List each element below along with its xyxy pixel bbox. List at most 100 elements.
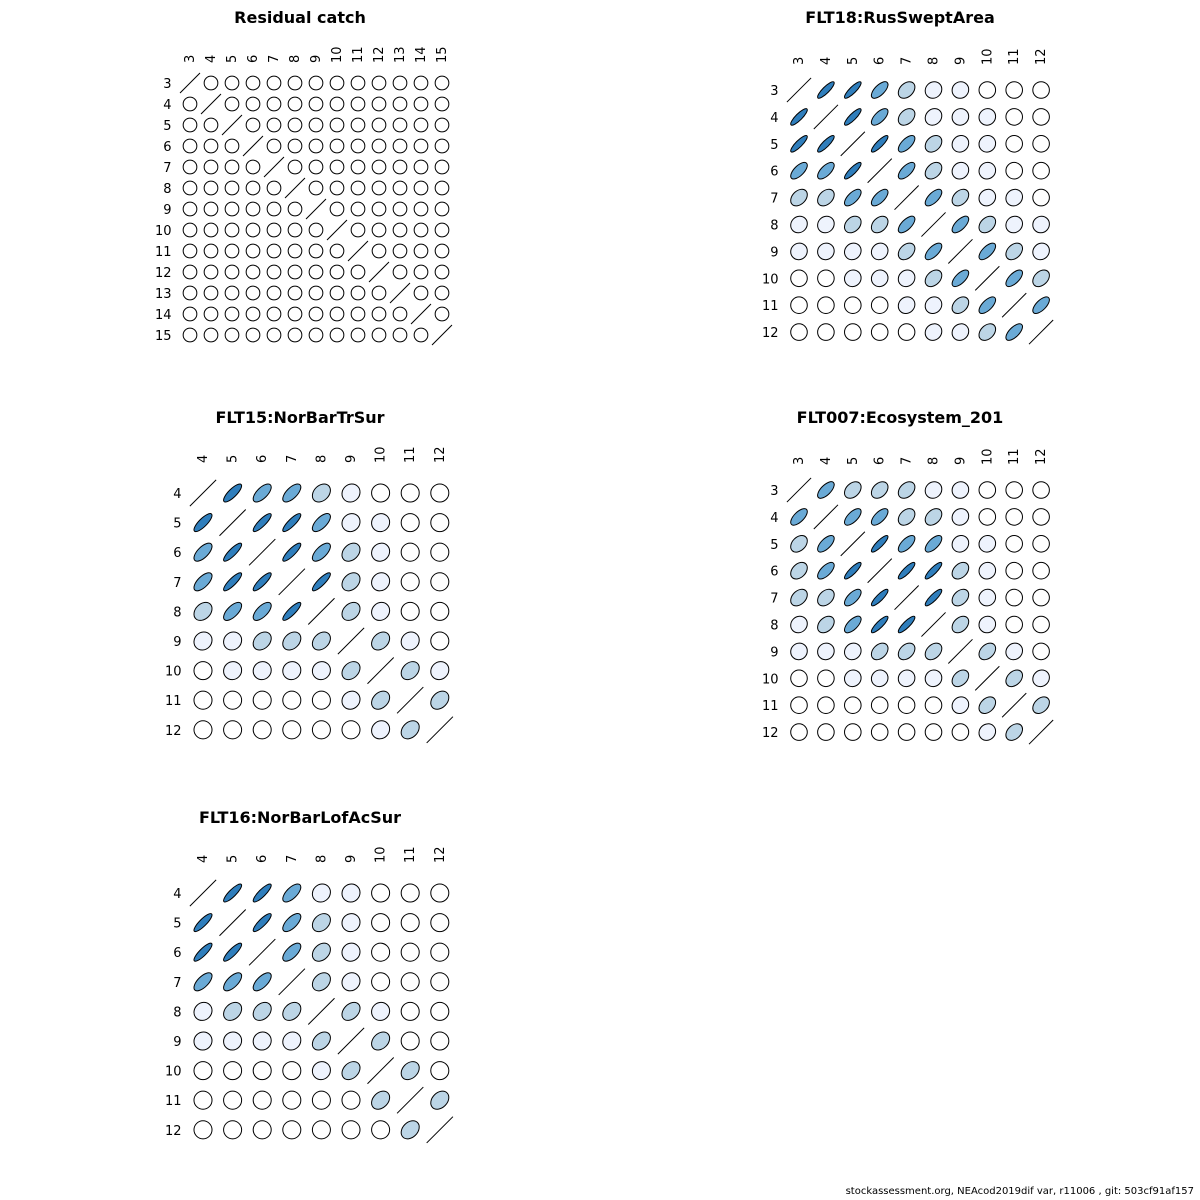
correlation-ellipse (182, 285, 198, 301)
correlation-ellipse (430, 1001, 450, 1021)
diagonal-mark (786, 477, 812, 503)
panel-title: FLT15:NorBarTrSur (215, 408, 384, 427)
correlation-ellipse (371, 913, 391, 933)
correlation-ellipse (844, 508, 862, 526)
correlation-ellipse (844, 81, 862, 99)
correlation-ellipse (430, 1090, 450, 1110)
diagonal-mark (337, 1027, 365, 1055)
correlation-ellipse (182, 243, 198, 259)
column-tick-label: 11 (1007, 48, 1022, 65)
column-tick-label: 12 (433, 846, 448, 863)
correlation-ellipse (224, 138, 240, 154)
correlation-ellipse (311, 720, 331, 740)
correlation-ellipse (1032, 269, 1050, 288)
correlation-ellipse (978, 108, 997, 126)
correlation-ellipse (790, 669, 808, 688)
correlation-ellipse (182, 159, 198, 175)
correlation-ellipse (817, 669, 835, 688)
correlation-ellipse (311, 542, 331, 562)
column-tick-label: 5 (846, 457, 861, 465)
correlation-ellipse (193, 1120, 213, 1140)
correlation-ellipse (897, 108, 916, 126)
column-tick-label: 13 (393, 46, 408, 63)
correlation-ellipse (1032, 642, 1050, 661)
row-tick-label: 12 (165, 1124, 182, 1139)
correlation-ellipse (224, 285, 240, 301)
correlation-ellipse (790, 696, 808, 714)
row-tick-label: 11 (762, 699, 779, 714)
correlation-ellipse (413, 159, 429, 175)
correlation-ellipse (223, 1090, 243, 1110)
row-tick-label: 3 (770, 84, 778, 99)
correlation-ellipse (308, 117, 324, 133)
correlation-ellipse (1032, 188, 1050, 207)
correlation-ellipse (329, 159, 345, 175)
column-tick-label: 8 (927, 57, 942, 65)
correlation-ellipse (311, 913, 331, 933)
column-tick-label: 11 (351, 46, 366, 63)
correlation-ellipse (203, 201, 219, 217)
correlation-ellipse (341, 942, 361, 962)
correlation-ellipse (924, 269, 943, 288)
column-tick-label: 5 (226, 855, 241, 863)
correlation-ellipse (350, 306, 366, 322)
correlation-ellipse (430, 913, 450, 933)
correlation-ellipse (1005, 669, 1023, 688)
correlation-ellipse (790, 323, 808, 341)
diagonal-mark (431, 324, 453, 346)
correlation-ellipse (1032, 561, 1050, 580)
correlation-ellipse (350, 201, 366, 217)
correlation-ellipse (371, 483, 391, 503)
correlation-ellipse (282, 513, 302, 533)
correlation-ellipse (430, 483, 450, 503)
correlation-ellipse (1005, 481, 1023, 499)
correlation-ellipse (329, 201, 345, 217)
correlation-ellipse (308, 327, 324, 343)
row-tick-label: 9 (173, 1035, 181, 1050)
correlation-ellipse (371, 285, 387, 301)
correlation-ellipse (1005, 588, 1023, 607)
correlation-ellipse (790, 108, 808, 126)
column-tick-label: 6 (246, 55, 261, 63)
correlation-ellipse (897, 535, 916, 553)
correlation-ellipse (434, 201, 450, 217)
correlation-ellipse (392, 222, 408, 238)
correlation-ellipse (413, 75, 429, 91)
correlation-ellipse (308, 138, 324, 154)
correlation-ellipse (978, 642, 997, 661)
row-tick-label: 10 (762, 672, 779, 687)
correlation-ellipse (341, 883, 361, 903)
correlation-ellipse (252, 513, 272, 533)
correlation-ellipse (817, 561, 835, 580)
correlation-ellipse (430, 1031, 450, 1051)
correlation-ellipse (282, 1031, 302, 1051)
correlation-ellipse (282, 720, 302, 740)
correlation-ellipse (371, 201, 387, 217)
correlation-ellipse (870, 296, 889, 314)
row-tick-label: 11 (165, 1094, 182, 1109)
diagonal-mark (179, 72, 201, 94)
correlation-ellipse (817, 135, 835, 153)
correlation-ellipse (400, 1061, 420, 1081)
correlation-ellipse (897, 269, 916, 288)
column-tick-label: 8 (288, 55, 303, 63)
panel-title: FLT18:RusSweptArea (805, 8, 994, 27)
column-tick-label: 6 (255, 455, 270, 463)
correlation-ellipse (371, 117, 387, 133)
correlation-ellipse (223, 601, 243, 621)
column-tick-label: 8 (314, 855, 329, 863)
correlation-ellipse (308, 243, 324, 259)
correlation-ellipse (790, 561, 808, 580)
correlation-ellipse (252, 572, 272, 592)
correlation-ellipse (266, 117, 282, 133)
diagonal-mark (947, 638, 973, 664)
correlation-ellipse (224, 75, 240, 91)
correlation-ellipse (245, 222, 261, 238)
correlation-ellipse (341, 1090, 361, 1110)
diagonal-mark (367, 657, 395, 685)
correlation-ellipse (430, 690, 450, 710)
correlation-ellipse (245, 264, 261, 280)
row-tick-label: 13 (155, 287, 172, 302)
column-tick-label: 5 (846, 57, 861, 65)
